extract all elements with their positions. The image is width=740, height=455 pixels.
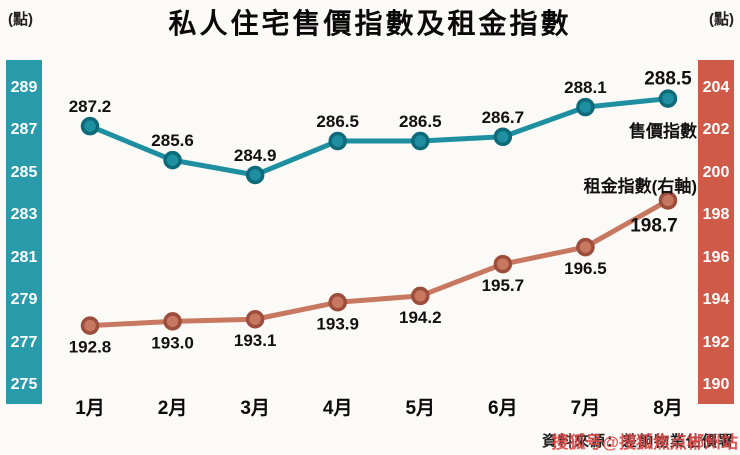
right-axis-tick: 190 [702,376,730,393]
rent-index-line [87,197,671,329]
sale-index-marker [576,97,595,117]
x-axis-month-label: 7月 [571,398,601,419]
x-axis-month-label: 3月 [240,398,270,419]
x-axis-month-label: 4月 [323,398,353,419]
sale-index-marker [245,165,265,185]
sale-index-marker [493,127,513,147]
data-value-label: 195.7 [482,276,525,295]
left-axis-tick: 279 [10,291,38,309]
right-axis-tick: 200 [702,163,730,181]
x-axis-month-label: 5月 [405,398,435,419]
rent-index-marker [245,309,265,329]
right-axis-tick: 198 [702,206,730,224]
left-axis-tick: 283 [10,206,38,224]
sale-index-marker [80,116,100,136]
x-axis-month-label: 8月 [653,398,683,419]
rent-index-marker [493,254,513,274]
x-axis-month-label: 6月 [488,398,518,419]
data-value-label: 194.2 [399,308,442,327]
data-value-label: 193.0 [151,333,194,352]
rent-index-marker [411,286,430,306]
data-value-label: 284.9 [234,146,277,165]
data-value-label: 288.1 [564,78,607,97]
data-source-text: 資料來源：差餉物業估價署 [541,433,734,450]
left-axis-tick: 281 [10,248,38,266]
right-axis-tick: 192 [702,333,730,351]
left-axis-bar: 289 287 285 283 281 279 277 275 [6,60,42,404]
left-axis-tick: 289 [10,79,38,96]
data-value-label: 286.7 [482,108,525,127]
watermark-text: 搜狐号@搜狐焦点郴州站 [551,433,738,452]
data-value-label: 198.7 [630,215,678,236]
data-value-label: 193.9 [316,314,359,333]
data-value-label: 285.6 [151,131,194,150]
rent-index-marker [576,237,595,257]
legend-sale-index: 售價指數 [629,121,697,141]
left-axis-tick: 285 [10,163,38,181]
data-value-label: 286.5 [399,112,442,131]
data-value-label: 193.1 [234,331,277,350]
left-axis-unit-label: (點) [8,11,33,28]
right-axis-bar: 204 202 200 198 196 194 192 190 [698,60,734,404]
left-axis-tick: 275 [10,376,38,393]
right-axis-tick: 204 [702,79,730,96]
data-value-label: 287.2 [69,97,112,116]
data-value-label: 192.8 [69,338,112,357]
data-value-label: 196.5 [564,259,607,278]
rent-index-marker [80,316,100,335]
right-axis-tick: 194 [702,291,730,309]
rent-index-marker [328,293,347,312]
rent-index-marker [658,191,678,210]
sale-index-marker [411,131,430,151]
right-axis-tick: 196 [702,248,730,266]
data-value-label: 288.5 [644,69,692,90]
right-axis-tick: 202 [702,121,730,139]
sale-index-line [87,96,671,178]
data-value-label: 286.5 [316,112,359,131]
sale-index-marker [328,131,347,151]
sale-index-marker [163,150,182,170]
sale-index-marker [658,89,678,108]
left-axis-tick: 277 [10,333,38,351]
legend-rent-index: 租金指數(右軸) [584,176,697,196]
rent-index-marker [163,312,182,331]
x-axis-month-label: 2月 [158,398,188,419]
x-axis-month-label: 1月 [75,398,105,419]
left-axis-tick: 287 [10,121,38,139]
page-title: 私人住宅售價指數及租金指數 [168,8,572,39]
right-axis-unit-label: (點) [709,11,734,28]
